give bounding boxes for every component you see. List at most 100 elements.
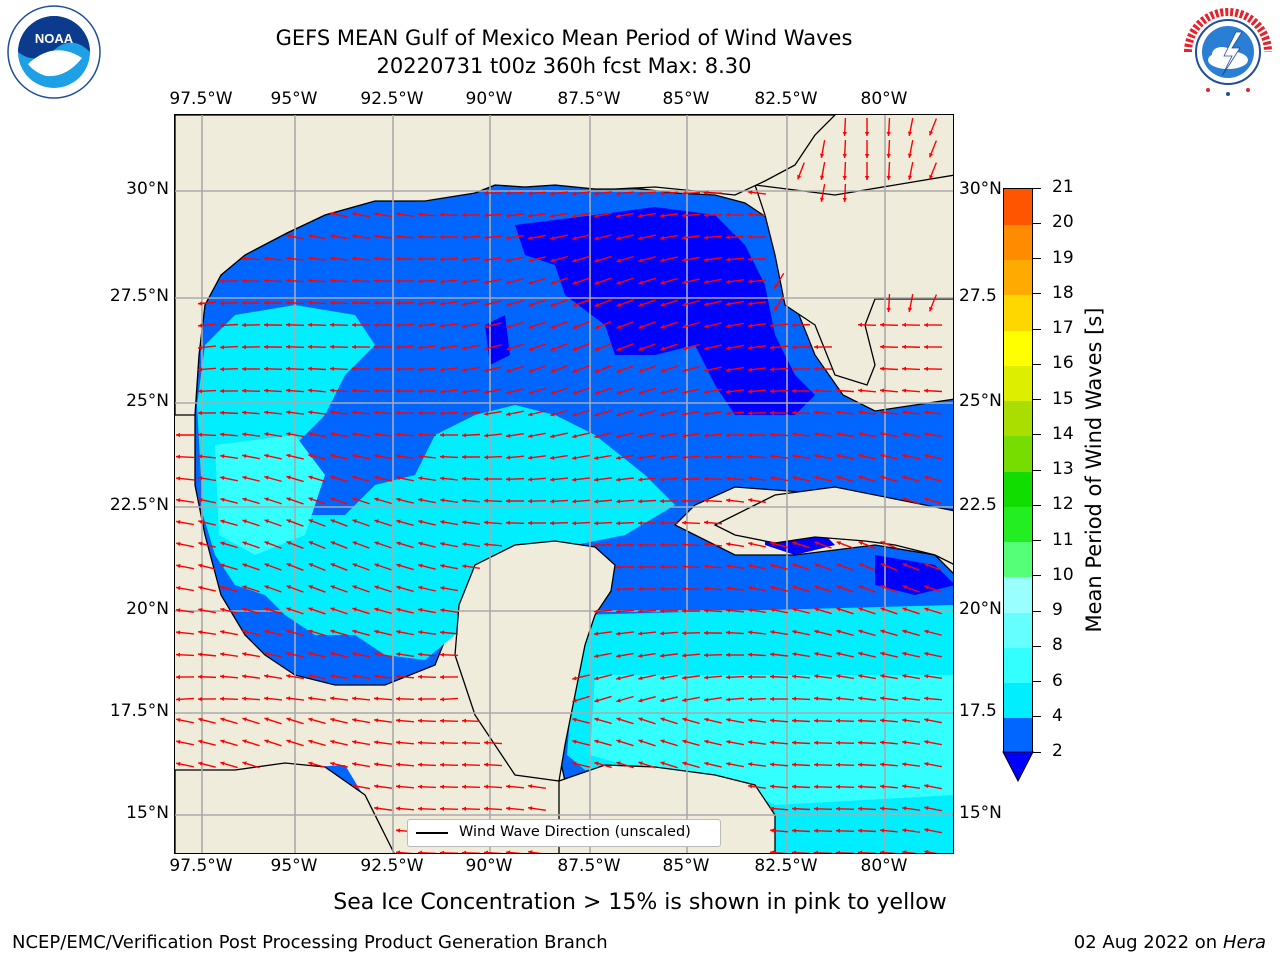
wind-arrow: [286, 519, 304, 527]
colorbar-tick-label: 17: [1052, 318, 1074, 338]
wind-arrow: [769, 850, 787, 853]
wind-arrow: [220, 629, 238, 636]
wind-arrow: [439, 212, 459, 217]
wind-arrow: [923, 322, 943, 328]
wind-arrow: [725, 586, 745, 591]
lat-tick-right: 17.5: [959, 701, 997, 721]
wind-arrow: [835, 718, 855, 723]
wind-arrow: [769, 389, 789, 394]
wind-arrow: [681, 476, 701, 482]
wind-arrow: [352, 211, 370, 218]
wind-arrow: [439, 630, 459, 635]
wind-arrow: [594, 277, 612, 285]
wind-arrow: [396, 607, 414, 614]
wind-arrow: [286, 497, 304, 505]
wind-arrow: [417, 234, 437, 239]
wind-arrow: [418, 497, 436, 504]
wind-arrow: [769, 454, 789, 459]
lat-tick-right: 30°N: [959, 179, 1002, 199]
footnote: Sea Ice Concentration > 15% is shown in …: [333, 890, 947, 915]
wind-arrow: [417, 674, 437, 679]
wind-arrow: [352, 585, 370, 593]
wind-arrow: [220, 607, 238, 614]
wind-arrow: [329, 696, 349, 701]
colorbar-tick-mark: [1033, 645, 1041, 647]
wind-arrow: [638, 410, 656, 417]
lat-tick-left: 30°N: [126, 179, 169, 199]
wind-arrow: [792, 563, 810, 571]
wind-arrow: [616, 387, 634, 395]
lat-tick-right: 27.5: [959, 286, 997, 306]
wind-arrow: [550, 212, 568, 218]
wind-arrow: [352, 607, 370, 615]
wind-arrow: [351, 278, 371, 283]
wind-arrow: [725, 608, 745, 613]
wind-arrow: [352, 497, 370, 505]
wind-arrow: [308, 453, 326, 460]
wind-arrow: [352, 761, 370, 768]
wind-arrow: [857, 806, 877, 811]
wind-arrow: [242, 497, 260, 505]
wind-arrow: [813, 432, 833, 437]
wind-arrow: [483, 213, 503, 218]
wind-arrow: [417, 740, 437, 745]
wind-arrow: [175, 498, 195, 504]
wind-arrow: [615, 521, 635, 526]
wind-arrow: [637, 631, 657, 636]
wind-arrow: [461, 476, 481, 481]
wind-arrow: [792, 585, 810, 593]
wind-arrow: [836, 629, 854, 637]
wind-arrow: [858, 453, 876, 460]
wind-arrow: [681, 213, 701, 218]
colorbar-segment: [1004, 224, 1032, 260]
wind-arrow: [418, 541, 436, 548]
wind-arrow: [725, 697, 745, 702]
wind-arrow: [461, 762, 481, 767]
wind-arrow: [527, 191, 547, 196]
legend-line-swatch: [416, 832, 448, 834]
legend: Wind Wave Direction (unscaled): [407, 819, 721, 847]
wind-arrow: [769, 806, 789, 811]
wind-arrow: [550, 277, 568, 285]
wind-arrow: [660, 739, 678, 747]
lat-tick-left: 17.5°N: [109, 701, 169, 721]
wind-arrow: [219, 454, 239, 460]
colorbar-under-triangle: [1002, 751, 1034, 783]
wind-arrow: [352, 432, 370, 438]
wind-arrow: [879, 850, 897, 853]
wind-arrow: [703, 455, 723, 460]
wind-arrow: [901, 850, 917, 853]
wind-arrow: [907, 162, 914, 180]
wind-arrow: [660, 299, 678, 307]
wind-arrow: [352, 739, 370, 746]
wind-arrow: [329, 366, 349, 371]
wind-arrow: [197, 367, 217, 372]
wind-arrow: [836, 674, 854, 680]
wind-arrow: [484, 300, 502, 307]
wind-arrow: [264, 674, 282, 680]
wind-arrow: [857, 828, 877, 833]
wind-arrow: [264, 585, 282, 593]
wind-arrow: [747, 740, 767, 745]
wind-arrow: [330, 497, 348, 505]
wind-arrow: [395, 784, 415, 789]
wind-arrow: [395, 432, 415, 437]
wind-arrow: [395, 674, 415, 679]
wind-arrow: [836, 475, 854, 483]
wind-arrow: [879, 410, 899, 415]
wind-arrow: [703, 190, 723, 196]
wind-arrow: [660, 234, 678, 241]
wind-arrow: [462, 322, 480, 329]
wind-arrow: [747, 389, 767, 394]
colorbar-tick-label: 15: [1052, 388, 1074, 409]
wind-arrow: [176, 717, 194, 724]
wind-arrow: [396, 497, 414, 504]
wind-arrow: [924, 761, 942, 768]
colorbar-tick-label: 18: [1052, 282, 1074, 303]
wind-arrow: [792, 475, 810, 482]
wind-arrow: [901, 322, 921, 328]
lon-tick-bottom: 95°W: [270, 856, 318, 876]
wind-arrow: [439, 498, 459, 503]
wind-arrow: [704, 366, 722, 373]
wind-arrow: [857, 740, 877, 745]
